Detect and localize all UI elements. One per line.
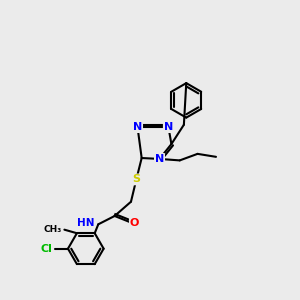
Text: N: N: [155, 154, 164, 164]
Text: N: N: [164, 122, 173, 132]
Text: HN: HN: [76, 218, 94, 228]
Text: N: N: [133, 122, 142, 132]
Text: O: O: [130, 218, 139, 227]
Text: Cl: Cl: [40, 244, 52, 254]
Text: CH₃: CH₃: [44, 225, 62, 234]
Text: S: S: [132, 174, 140, 184]
